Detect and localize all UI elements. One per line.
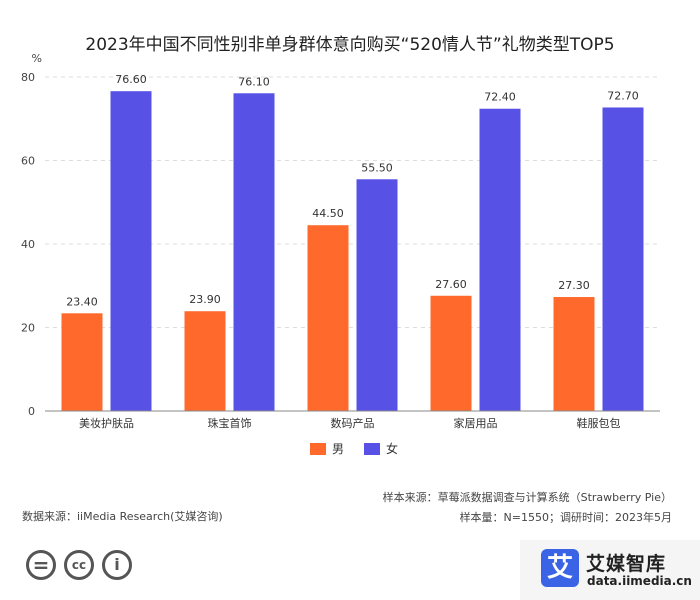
data-label: 44.50	[312, 207, 344, 220]
bar-female	[110, 91, 152, 411]
sample-info: 样本量：N=1550；调研时间：2023年5月	[459, 511, 672, 524]
data-label: 27.60	[435, 278, 467, 291]
y-tick-label: 0	[28, 405, 35, 418]
y-tick-label: 80	[21, 71, 35, 84]
equals-icon: =	[26, 550, 56, 580]
x-tick-label: 珠宝首饰	[208, 416, 252, 430]
legend-swatch	[310, 443, 326, 455]
bar-male	[184, 311, 226, 411]
bar-female	[233, 93, 275, 411]
x-tick-label: 数码产品	[331, 416, 375, 430]
bars: 23.40 76.60 23.90 76.10 44.50 55.50 27.60 72.40…	[61, 73, 644, 411]
data-label: 76.60	[115, 73, 147, 86]
sample-source: 样本来源：草莓派数据调查与计算系统（Strawberry Pie）	[382, 491, 672, 504]
bar-female	[356, 179, 398, 411]
y-axis: % 0 20 40 60 80	[21, 52, 42, 418]
bar-male	[307, 225, 349, 411]
bar-female	[602, 107, 644, 411]
bar-male	[61, 313, 103, 411]
brand-url: data.iimedia.cn	[587, 574, 692, 588]
x-tick-label: 美妆护肤品	[79, 416, 134, 430]
iimedia-logo-icon: 艾	[541, 549, 579, 587]
legend-label: 男	[332, 442, 344, 456]
data-label: 72.40	[484, 91, 516, 104]
chart-title: 2023年中国不同性别非单身群体意向购买“520情人节”礼物类型TOP5	[85, 35, 615, 55]
y-tick-label: 60	[21, 155, 35, 168]
legend-label: 女	[386, 441, 398, 456]
data-label: 23.90	[189, 293, 221, 306]
attribution-icon: i	[102, 550, 132, 580]
cc-icon: cc	[64, 550, 94, 580]
data-label: 27.30	[558, 279, 590, 292]
y-tick-label: 20	[21, 322, 35, 335]
bar-chart: % 0 20 40 60 80 23.40 76.60 23.90 76.10 44.50 55.5…	[21, 52, 660, 456]
data-source: 数据来源：iiMedia Research(艾媒咨询)	[22, 510, 223, 523]
data-label: 76.10	[238, 75, 270, 88]
bar-male	[430, 295, 472, 411]
bar-male	[553, 297, 595, 411]
x-axis: 美妆护肤品 珠宝首饰 数码产品 家居用品 鞋服包包	[45, 410, 660, 430]
x-tick-label: 家居用品	[454, 416, 498, 430]
x-tick-label: 鞋服包包	[577, 416, 621, 430]
y-tick-label: 40	[21, 238, 35, 251]
legend: 男女	[310, 441, 398, 456]
data-label: 72.70	[607, 89, 639, 102]
data-label: 23.40	[66, 295, 98, 308]
brand-name: 艾媒智库	[586, 553, 667, 575]
legend-swatch	[364, 443, 380, 455]
y-axis-label: %	[32, 52, 42, 65]
data-label: 55.50	[361, 161, 393, 174]
bar-female	[479, 108, 521, 411]
